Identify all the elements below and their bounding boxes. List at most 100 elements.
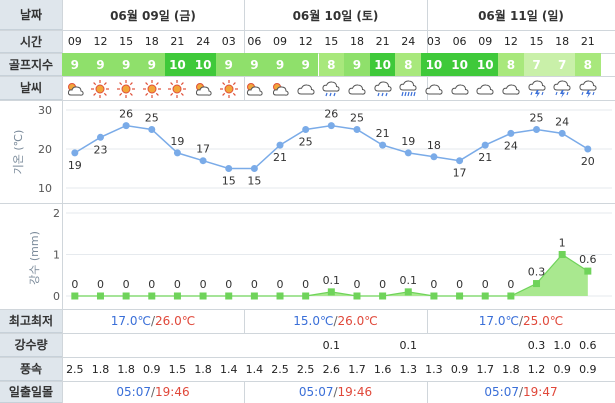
hour-cell: 21 <box>580 35 595 48</box>
cloud-icon <box>344 77 370 100</box>
sunset-time: 19:46 <box>337 385 373 399</box>
rain-data-label: 0 <box>482 278 489 291</box>
hour-cell: 15 <box>324 35 339 48</box>
precip-cell <box>267 333 293 357</box>
hour-cell: 09 <box>67 35 82 48</box>
temp-data-label: 26 <box>324 108 338 121</box>
wind-cell: 2.5 <box>296 362 315 376</box>
sunrise-time: 05:07 <box>298 385 334 399</box>
min-temp: 17.0℃ <box>110 314 151 328</box>
rain-point <box>225 292 233 300</box>
rain-data-label: 0.1 <box>400 274 418 287</box>
precipitation-chart: 강수 (mm) 012 0 0 0 0 0 0 0 0 0 0 0.1 0 0 0.1 0 0 0 00.310.… <box>28 207 612 303</box>
rain-series-area <box>74 254 588 296</box>
wind-cell: 2.5 <box>271 362 289 376</box>
thunder-rain-icon <box>524 77 550 100</box>
precip-cell <box>344 333 370 357</box>
temp-point <box>122 122 130 130</box>
rain-data-label: 0 <box>148 278 155 291</box>
hour-cell: 12 <box>503 35 518 48</box>
golf-index-cell: 7 <box>523 53 550 76</box>
rain-point <box>558 251 566 258</box>
rain-axis-area <box>0 203 62 306</box>
rain-tick-label: 2 <box>53 207 60 220</box>
golf-index-cell: 8 <box>318 53 345 76</box>
golf-index-cell: 9 <box>241 53 268 76</box>
rain-data-label: 0.6 <box>579 253 597 266</box>
rain-icon <box>319 77 345 100</box>
wind-cell: 1.2 <box>527 362 546 376</box>
golf-index-cell: 8 <box>395 53 422 76</box>
rain-data-label: 0 <box>302 278 309 291</box>
precip-cell <box>165 333 191 357</box>
sun-icon <box>216 77 242 100</box>
rain-axis-label: 강수 (mm) <box>28 231 41 285</box>
rain-data-label: 0 <box>277 278 284 291</box>
wind-cell: 0.9 <box>450 362 469 376</box>
precip-cell <box>113 333 139 357</box>
wind-cell: 1.3 <box>399 362 418 376</box>
sun-icon <box>113 77 139 100</box>
hour-cell: 21 <box>375 35 390 48</box>
precip-cell <box>447 333 473 357</box>
golf-index-cell: 9 <box>215 53 242 76</box>
rain-data-label: 0 <box>251 278 258 291</box>
temp-data-label: 23 <box>93 143 107 156</box>
rain-data-label: 0 <box>97 278 104 291</box>
hour-cell: 09 <box>273 35 287 48</box>
date-header: 날짜 <box>0 0 62 30</box>
precip-cell <box>293 333 319 357</box>
temp-point <box>353 126 361 133</box>
rain-data-label: 0 <box>353 278 360 291</box>
temp-data-label: 26 <box>119 108 133 121</box>
max-temp: 26.0℃ <box>155 314 196 328</box>
rain-point <box>122 292 130 300</box>
wind-cell: 1.5 <box>168 362 187 376</box>
rain-point <box>199 292 207 300</box>
golf-index-cell: 10 <box>164 53 191 76</box>
wind-cell: 2.6 <box>322 362 341 376</box>
rain-tick-label: 0 <box>53 290 60 303</box>
rain-data-label: 0 <box>507 278 514 291</box>
golf-index-header: 골프지수 <box>0 53 62 76</box>
temp-data-label: 25 <box>299 136 313 149</box>
rain-data-label: 0 <box>200 278 207 291</box>
temp-point <box>173 149 181 157</box>
golf-index-cell: 8 <box>498 53 524 76</box>
golf-index-cell: 10 <box>190 53 216 76</box>
min-max-header: 최고최저 <box>0 309 62 333</box>
partly-cloudy-icon <box>267 77 293 100</box>
wind-cell: 0.9 <box>579 362 597 376</box>
rain-data-label: 0 <box>225 278 232 291</box>
rain-point <box>96 292 104 300</box>
rain-point <box>507 292 515 300</box>
wind-cell: 1.4 <box>245 362 264 376</box>
rain-point <box>353 292 361 300</box>
temp-axis-label: 기온 (℃) <box>12 130 25 175</box>
temp-point <box>327 122 335 130</box>
golf-index-cell: 9 <box>87 53 114 76</box>
temp-data-label: 17 <box>453 167 467 180</box>
cloud-icon <box>498 77 524 100</box>
max-temp: 26.0℃ <box>337 314 378 328</box>
temp-point <box>456 157 464 165</box>
temp-point <box>96 133 104 141</box>
wind-cell: 0.9 <box>143 362 161 376</box>
temp-point <box>302 126 310 133</box>
golf-index-cell: 9 <box>113 53 139 76</box>
hour-cell: 18 <box>144 35 159 48</box>
rain-point <box>404 288 412 296</box>
sun-day-3: 05:07/19:47 <box>484 385 558 399</box>
rain-point <box>430 292 438 300</box>
temp-data-label: 25 <box>350 112 364 125</box>
min-max-day-2: 15.0℃/26.0℃ <box>293 314 378 328</box>
hour-cell: 24 <box>401 35 416 48</box>
temp-tick-label: 20 <box>38 143 52 156</box>
precip-header: 강수량 <box>0 333 62 357</box>
sunset-time: 19:47 <box>523 385 558 399</box>
temp-point <box>276 141 284 149</box>
golf-index-cell: 10 <box>421 53 447 76</box>
wind-header: 풍속 <box>0 357 62 381</box>
temp-point <box>71 149 79 157</box>
heavy-rain-icon <box>395 77 421 100</box>
